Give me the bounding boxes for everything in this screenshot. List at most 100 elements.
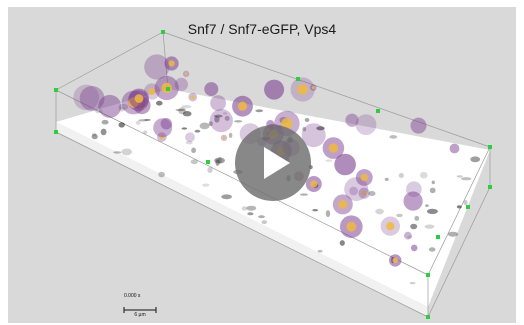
bounding-box [55, 31, 491, 318]
shadow-blob [384, 177, 389, 181]
shadow-blob [207, 167, 213, 173]
corner-marker [206, 160, 210, 164]
signal-halo [410, 244, 418, 252]
shadow-blob [241, 206, 247, 211]
signal-halo [355, 114, 377, 135]
shadow-blob [143, 130, 148, 135]
corner-marker [488, 145, 492, 149]
shadow-blob [194, 129, 201, 133]
shadow-blob [221, 194, 233, 200]
signal-core [168, 60, 175, 67]
signal-halo [301, 123, 326, 148]
signal-core [311, 86, 315, 89]
shadow-blob [339, 240, 345, 246]
shadow-blob [247, 212, 254, 216]
shadow-blob [144, 118, 151, 121]
signal-halo [79, 86, 105, 111]
signal-halo [73, 84, 99, 111]
shadow-blob [325, 210, 331, 218]
shadow-blob [101, 119, 109, 125]
shadow-blob [156, 100, 163, 106]
signal-halo [334, 153, 356, 176]
shadow-blob [255, 109, 264, 113]
video-frame[interactable]: Snf7 / Snf7-eGFP, Vps4 0.000 s 6 µm [8, 7, 516, 323]
signal-core [222, 136, 226, 140]
signal-core [386, 222, 395, 231]
shadow-blob [316, 126, 325, 131]
signal-halo [403, 191, 423, 211]
corner-markers [54, 30, 492, 319]
shadow-blob [199, 122, 210, 130]
shadow-blob [178, 107, 187, 115]
signal-core [310, 180, 318, 188]
signal-halo [153, 118, 173, 138]
signal-core [190, 95, 195, 99]
signal-halo [344, 177, 369, 202]
shadow-blob [215, 159, 220, 166]
shadow-blob [214, 114, 223, 118]
timestamp: 0.000 s [124, 293, 141, 299]
play-icon[interactable] [235, 125, 311, 201]
shadow-blob [428, 247, 436, 252]
signal-halo [349, 186, 358, 196]
shadow-blob [185, 140, 193, 145]
signal-core [159, 135, 164, 140]
shadow-blob [317, 249, 323, 253]
signal-core [338, 200, 348, 209]
shadow-blob [113, 151, 122, 154]
shadow-blob [375, 208, 384, 215]
shadow-blob [420, 171, 428, 179]
scale-bar-label: 6 µm [134, 312, 146, 318]
corner-marker [426, 273, 430, 277]
shadow-blob [118, 106, 125, 112]
shadow-blob [190, 159, 198, 165]
shadow-blob [409, 281, 416, 285]
shadow-blob [135, 120, 141, 125]
signal-core [184, 72, 188, 76]
shadow-blob [414, 215, 420, 221]
shadow-blob [100, 128, 107, 136]
shadow-blob [456, 175, 463, 178]
shadow-blob [246, 205, 257, 211]
shadow-blob [431, 180, 435, 185]
signal-core [392, 257, 398, 264]
signal-core [361, 190, 367, 196]
shadow-blob [410, 223, 418, 230]
signal-halo [345, 113, 359, 127]
signal-core [360, 173, 368, 182]
signal-halo [210, 95, 227, 111]
shadow-blob [138, 119, 148, 122]
signal-halo [406, 181, 422, 197]
shadow-blob [470, 156, 481, 163]
shadow-blob [389, 135, 398, 139]
shadow-blob [214, 116, 220, 123]
shadow-blob [258, 215, 265, 219]
shadow-blob [218, 156, 222, 164]
corner-marker [436, 235, 440, 239]
corner-marker [296, 77, 300, 81]
shadow-blob [208, 121, 213, 127]
shadow-blob [429, 187, 436, 194]
shadow-blob [448, 231, 458, 237]
shadow-blob [118, 122, 125, 128]
corner-marker [426, 315, 430, 319]
shadow-blob [398, 173, 404, 178]
signal-halo [174, 77, 188, 91]
shadow-blob [302, 127, 307, 132]
shadow-blob [191, 147, 197, 154]
shadow-blob [158, 171, 165, 178]
corner-marker [54, 88, 58, 92]
shadow-blob [92, 132, 97, 137]
shadow-blob [224, 115, 230, 121]
signal-halo [185, 132, 195, 143]
signal-halo [264, 79, 285, 100]
signal-halo [449, 143, 460, 154]
shadow-blob [261, 220, 268, 225]
signal-core [328, 143, 339, 153]
signal-halo [204, 82, 219, 97]
shadow-blob [463, 199, 468, 206]
signal-core [148, 88, 156, 95]
shadow-blob [181, 127, 188, 130]
shadow-blob [407, 235, 413, 239]
